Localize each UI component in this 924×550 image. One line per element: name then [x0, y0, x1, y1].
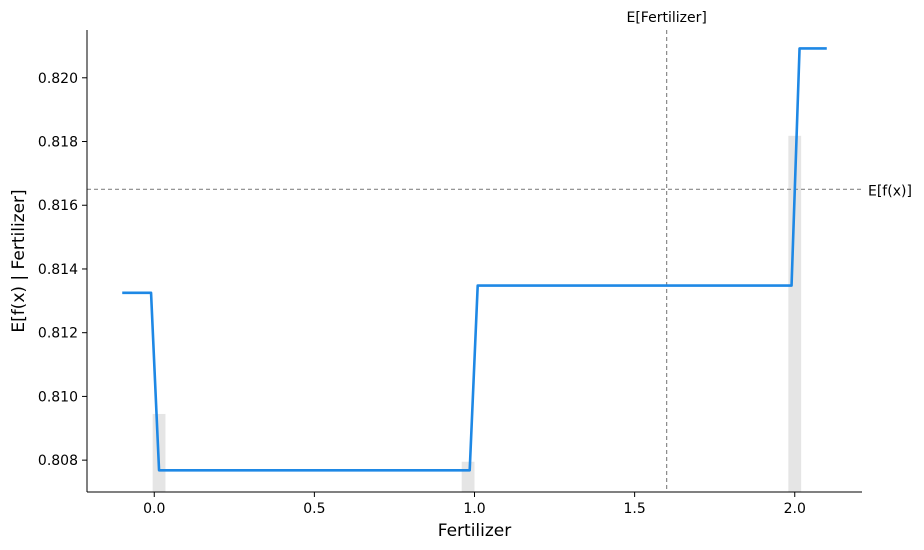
y-tick-label: 0.814 — [38, 262, 78, 278]
y-axis-title: E[f(x) | Fertilizer] — [9, 189, 29, 332]
axis-labels: 0.0 0.5 1.0 1.5 2.0 0.808 0.810 0.812 0.814 0.816… — [9, 10, 912, 541]
y-tick-label: 0.816 — [38, 198, 78, 214]
reference-lines — [87, 30, 862, 492]
y-tick-label: 0.820 — [38, 71, 78, 87]
y-tick-label: 0.818 — [38, 135, 78, 151]
expected-y-label: E[f(x)] — [868, 183, 912, 199]
x-axis-title: Fertilizer — [438, 521, 512, 541]
histogram-bar — [788, 135, 802, 492]
dependence-line-group — [122, 47, 827, 472]
y-tick-label: 0.812 — [38, 326, 78, 342]
x-tick-label: 1.0 — [463, 501, 485, 517]
axes — [82, 30, 862, 497]
x-tick-label: 0.5 — [303, 501, 325, 517]
expected-x-label: E[Fertilizer] — [626, 10, 706, 26]
x-tick-label: 1.5 — [623, 501, 645, 517]
y-tick-label: 0.808 — [38, 453, 78, 469]
y-tick-label: 0.810 — [38, 389, 78, 405]
dependence-line — [122, 47, 827, 472]
x-tick-label: 2.0 — [784, 501, 806, 517]
x-tick-label: 0.0 — [143, 501, 165, 517]
histogram-bar — [461, 461, 475, 492]
